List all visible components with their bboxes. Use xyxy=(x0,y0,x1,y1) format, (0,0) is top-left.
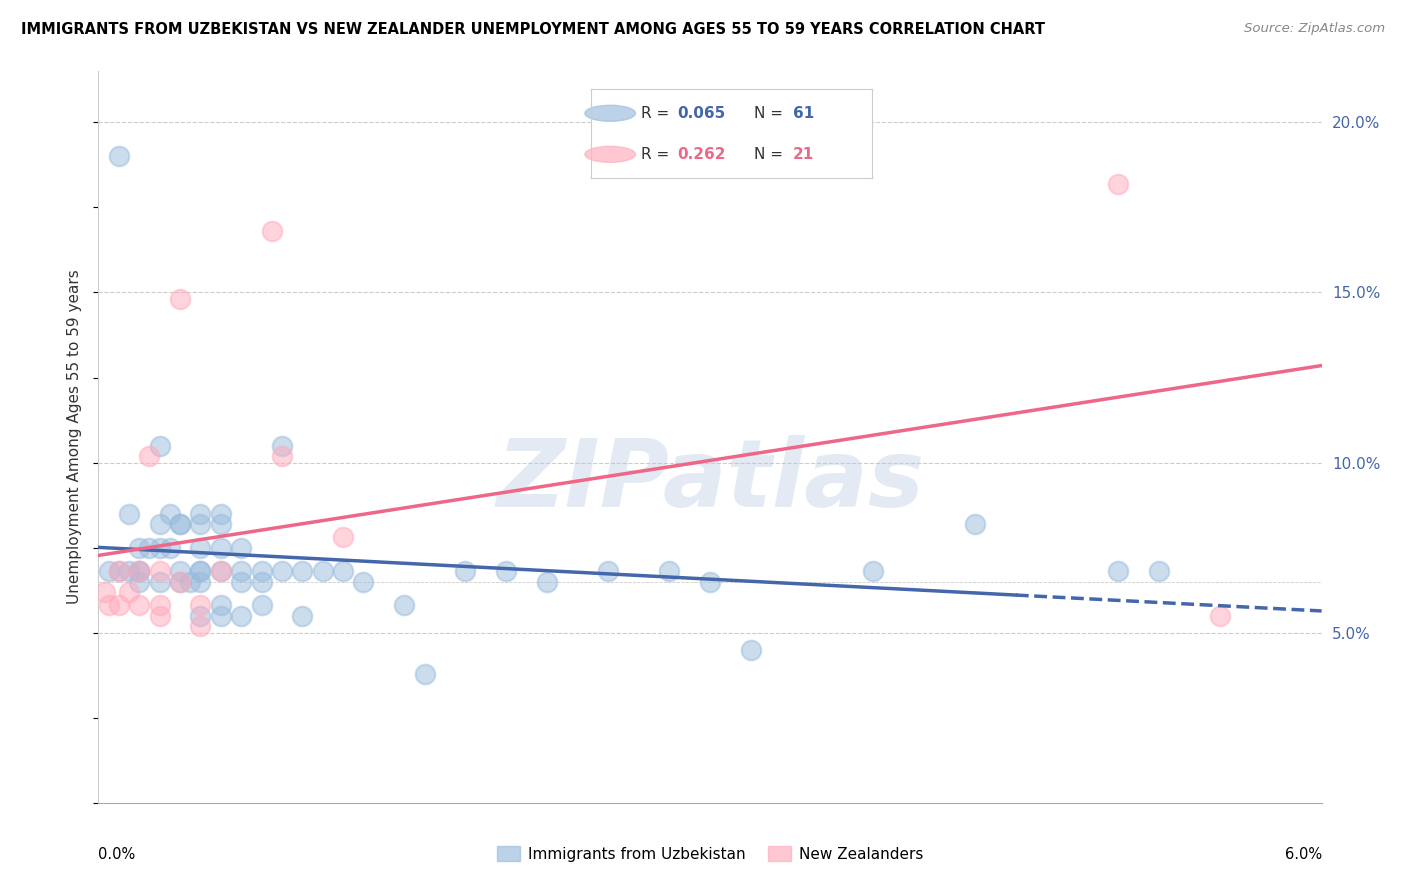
Point xyxy=(740,642,762,657)
Point xyxy=(231,565,253,579)
Point xyxy=(128,599,150,613)
Point xyxy=(332,565,354,579)
Point xyxy=(108,149,131,163)
Point xyxy=(179,574,201,589)
Point xyxy=(188,507,212,521)
Text: 61: 61 xyxy=(793,106,814,120)
Text: ZIPatlas: ZIPatlas xyxy=(496,435,924,527)
Point xyxy=(209,516,232,531)
Text: 0.0%: 0.0% xyxy=(98,847,135,862)
Point xyxy=(392,599,416,613)
Point xyxy=(699,574,721,589)
Point xyxy=(658,565,681,579)
Point xyxy=(495,565,517,579)
Circle shape xyxy=(585,146,636,162)
Text: 0.262: 0.262 xyxy=(678,147,725,161)
Point xyxy=(188,619,212,633)
Point xyxy=(291,565,314,579)
Point xyxy=(231,574,253,589)
Point xyxy=(188,599,212,613)
Point xyxy=(270,439,292,453)
Point xyxy=(149,516,172,531)
Text: N =: N = xyxy=(754,106,783,120)
Point xyxy=(598,565,620,579)
Text: IMMIGRANTS FROM UZBEKISTAN VS NEW ZEALANDER UNEMPLOYMENT AMONG AGES 55 TO 59 YEA: IMMIGRANTS FROM UZBEKISTAN VS NEW ZEALAN… xyxy=(21,22,1045,37)
Point xyxy=(169,565,191,579)
Point xyxy=(250,574,273,589)
Point xyxy=(108,565,131,579)
Point xyxy=(188,574,212,589)
Text: R =: R = xyxy=(641,106,669,120)
Point xyxy=(188,565,212,579)
Point xyxy=(231,541,253,555)
Point xyxy=(231,608,253,623)
Point xyxy=(270,565,292,579)
Point xyxy=(169,516,191,531)
Point xyxy=(862,565,884,579)
Circle shape xyxy=(585,105,636,121)
Point xyxy=(128,574,150,589)
Point xyxy=(536,574,558,589)
Point xyxy=(209,599,232,613)
Point xyxy=(149,439,172,453)
Point xyxy=(118,565,141,579)
Point xyxy=(159,507,181,521)
Point xyxy=(209,541,232,555)
Point xyxy=(209,565,232,579)
Text: 0.065: 0.065 xyxy=(678,106,725,120)
Point xyxy=(128,565,150,579)
Point xyxy=(169,574,191,589)
Y-axis label: Unemployment Among Ages 55 to 59 years: Unemployment Among Ages 55 to 59 years xyxy=(67,269,83,605)
Point xyxy=(250,599,273,613)
Point xyxy=(128,565,150,579)
Point xyxy=(352,574,374,589)
Point xyxy=(209,507,232,521)
Point xyxy=(108,565,131,579)
Point xyxy=(128,565,150,579)
Point xyxy=(1147,565,1170,579)
Legend: Immigrants from Uzbekistan, New Zealanders: Immigrants from Uzbekistan, New Zealande… xyxy=(491,839,929,868)
Point xyxy=(1107,177,1129,191)
Point xyxy=(188,565,212,579)
Point xyxy=(97,565,120,579)
Point xyxy=(311,565,335,579)
Point xyxy=(188,541,212,555)
Point xyxy=(169,293,191,307)
Point xyxy=(188,608,212,623)
Point xyxy=(209,565,232,579)
Text: 6.0%: 6.0% xyxy=(1285,847,1322,862)
Point xyxy=(93,585,115,599)
Text: 21: 21 xyxy=(793,147,814,161)
Point xyxy=(118,585,141,599)
Point xyxy=(209,608,232,623)
Point xyxy=(97,599,120,613)
Point xyxy=(250,565,273,579)
Point xyxy=(149,541,172,555)
Point xyxy=(291,608,314,623)
Point xyxy=(108,599,131,613)
Point xyxy=(149,574,172,589)
Text: N =: N = xyxy=(754,147,783,161)
Point xyxy=(149,608,172,623)
Point xyxy=(413,666,436,681)
Text: Source: ZipAtlas.com: Source: ZipAtlas.com xyxy=(1244,22,1385,36)
Point xyxy=(138,449,160,463)
Point xyxy=(332,531,354,545)
Point xyxy=(169,516,191,531)
Point xyxy=(188,516,212,531)
Point xyxy=(149,565,172,579)
Point xyxy=(963,516,986,531)
Point xyxy=(159,541,181,555)
Point xyxy=(1107,565,1129,579)
Point xyxy=(260,224,283,238)
Point xyxy=(118,507,141,521)
Point xyxy=(149,599,172,613)
Point xyxy=(454,565,477,579)
Point xyxy=(1208,608,1232,623)
Point xyxy=(270,449,292,463)
Text: R =: R = xyxy=(641,147,669,161)
Point xyxy=(138,541,160,555)
Point xyxy=(169,574,191,589)
Point xyxy=(128,541,150,555)
